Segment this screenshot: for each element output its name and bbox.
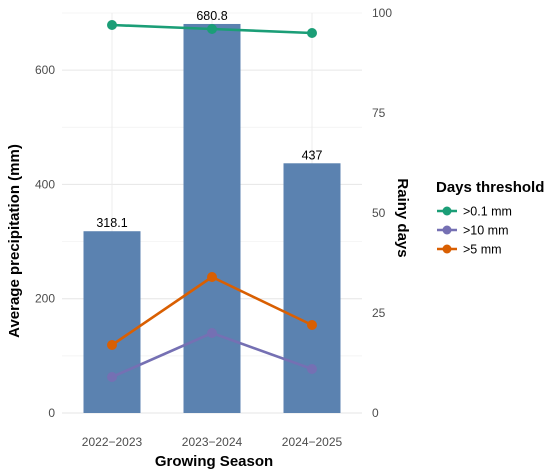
series-point xyxy=(207,328,217,338)
legend-marker xyxy=(442,225,452,235)
y-tick-label: 200 xyxy=(35,292,55,306)
series-point xyxy=(307,320,317,330)
x-axis-title: Growing Season xyxy=(155,453,273,470)
series-point xyxy=(107,20,117,30)
legend-marker xyxy=(442,244,452,254)
y-tick-label: 600 xyxy=(35,63,55,77)
y2-tick-label: 100 xyxy=(372,6,392,20)
y-axis-title: Average precipitation (mm) xyxy=(6,144,23,338)
y2-tick-label: 0 xyxy=(372,406,379,420)
series-point xyxy=(107,372,117,382)
y2-axis-title: Rainy days xyxy=(394,178,411,257)
bar xyxy=(183,23,241,413)
lines xyxy=(107,20,317,382)
bar xyxy=(283,163,341,413)
y2-tick-label: 50 xyxy=(372,206,386,220)
series-point xyxy=(307,28,317,38)
legend-title: Days threshold xyxy=(436,179,544,196)
y2-tick-label: 75 xyxy=(372,106,386,120)
legend-label: >5 mm xyxy=(463,243,502,257)
legend-label: >10 mm xyxy=(463,224,509,238)
series-point xyxy=(207,272,217,282)
y-tick-label: 0 xyxy=(48,406,55,420)
legend-label: >0.1 mm xyxy=(463,205,512,219)
legend-items: >0.1 mm >10 mm >5 mm xyxy=(437,205,512,257)
y-tick-label: 400 xyxy=(35,177,55,191)
bar-value-label: 437 xyxy=(302,148,323,162)
legend: Days threshold >0.1 mm >10 mm >5 mm xyxy=(436,179,544,257)
bars: 318.1 680.8 437 xyxy=(83,9,341,413)
series-point xyxy=(207,24,217,34)
x-tick-label: 2022−2023 xyxy=(82,435,143,449)
bar-value-label: 318.1 xyxy=(96,216,127,230)
bar xyxy=(83,231,141,413)
series-point xyxy=(307,364,317,374)
bar-value-label: 680.8 xyxy=(196,9,227,23)
legend-marker xyxy=(442,206,452,216)
axes: 0 200 400 600 0 25 50 75 100 2022−2023 2023−2024 20… xyxy=(35,6,392,449)
x-tick-label: 2023−2024 xyxy=(182,435,243,449)
y2-tick-label: 25 xyxy=(372,306,386,320)
series-point xyxy=(107,340,117,350)
x-tick-label: 2024−2025 xyxy=(282,435,343,449)
